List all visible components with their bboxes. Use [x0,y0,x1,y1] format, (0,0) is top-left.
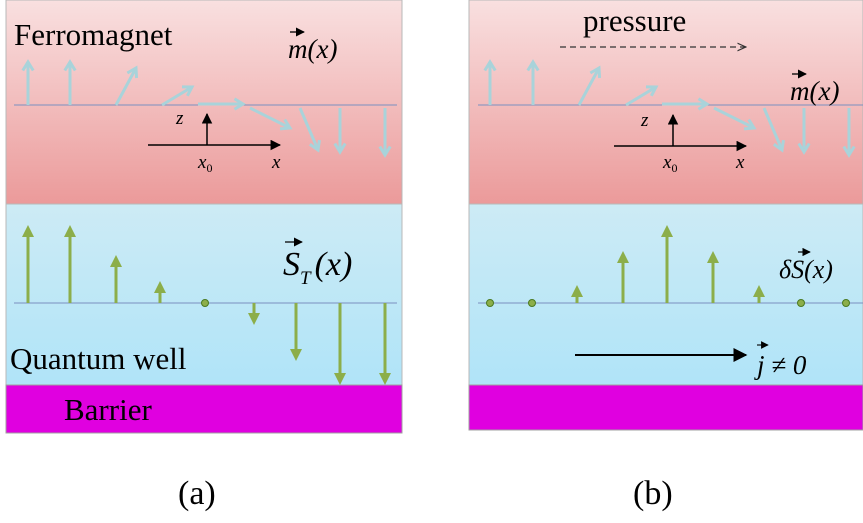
magnetization-arrow-head [526,59,540,72]
svg-text:m(x): m(x) [288,34,337,64]
svg-text:j ≠ 0: j ≠ 0 [754,350,807,380]
spin-arrow-head [154,281,166,293]
magnetization-arrow-head [483,59,497,72]
ferromagnet-label: Ferromagnet [14,17,173,52]
pressure-label: pressure [583,3,686,38]
magnetization-arrow-head [589,65,602,79]
svg-text:ST(x): ST (x) [283,246,352,289]
magnetization-arrows [21,59,392,158]
spin-arrow-head [707,251,719,263]
spin-label: ST (x) [283,237,352,289]
svg-text:m(x): m(x) [790,76,839,106]
magnetization-label: m(x) [288,27,337,64]
spin-arrows [486,225,850,307]
spin-arrow-head [110,255,122,267]
spin-dot [842,299,850,307]
caption-a: (a) [178,475,216,512]
ferromagnet-region [468,0,863,205]
magnetization-arrow-head [181,85,195,97]
spin-dot [528,299,536,307]
spin-arrow-head [248,313,260,325]
magnetization-arrow [713,106,755,130]
magnetization-arrow-head [378,145,392,158]
x-axis-label: x [735,152,745,173]
spin-dot [797,299,805,307]
magnetization-arrow [249,106,291,130]
spin-arrow-head [379,373,391,385]
x0-label: x0 [662,152,677,175]
magnetization-arrow-head [126,65,139,79]
magnetization-arrow-head [233,97,246,111]
magnetization-arrow-head [279,118,293,131]
magnetization-arrow-head [333,142,347,155]
spin-arrows [22,225,391,385]
magnetization-arrow [625,85,657,107]
spin-arrow-head [334,373,346,385]
spin-arrow-head [753,285,765,297]
z-axis-label: z [175,108,184,129]
quantum-well-label: Quantum well [10,341,187,376]
x0-label: x0 [197,152,212,175]
svg-text:δS(x): δS(x) [779,255,833,284]
magnetization-arrow-head [772,139,785,153]
z-axis-label: z [640,110,649,131]
magnetization-arrow [298,107,320,151]
spin-arrow-head [661,225,673,237]
spin-dot [486,299,494,307]
barrier-region [5,384,403,434]
panel-a: z x x0 Ferromagnet m(x) ST (x) Quantum we… [5,0,403,512]
magnetization-label: m(x) [790,69,839,106]
spin-dot [201,299,209,307]
spin-arrow-head [64,225,76,237]
magnetization-arrows [483,59,856,158]
spin-arrow-head [22,225,34,237]
barrier-label: Barrier [64,392,152,427]
panel-b: pressure z x x0 m(x) δS(x) j ≠ 0 (b) [468,0,863,512]
magnetization-arrow-head [21,59,35,72]
current-indicator: j ≠ 0 [575,341,807,380]
spin-arrow-head [617,251,629,263]
ferromagnet-region [5,0,403,205]
magnetization-arrow-head [63,59,77,72]
x-axis-label: x [271,152,281,173]
barrier-region [468,384,863,431]
magnetization-arrow-head [743,118,757,131]
caption-b: (b) [633,475,673,512]
magnetization-arrow [762,107,784,151]
magnetization-arrow [577,67,601,106]
spin-label: δS(x) [779,247,833,284]
magnetization-arrow [161,85,193,107]
magnetization-arrow-head [308,139,321,153]
magnetization-arrow-head [697,97,710,111]
spin-arrow-head [290,349,302,361]
magnetization-arrow [114,67,138,106]
spin-arrow-head [571,285,583,297]
magnetization-arrow-head [645,85,659,97]
magnetization-arrow-head [842,145,856,158]
magnetization-arrow-head [797,142,811,155]
